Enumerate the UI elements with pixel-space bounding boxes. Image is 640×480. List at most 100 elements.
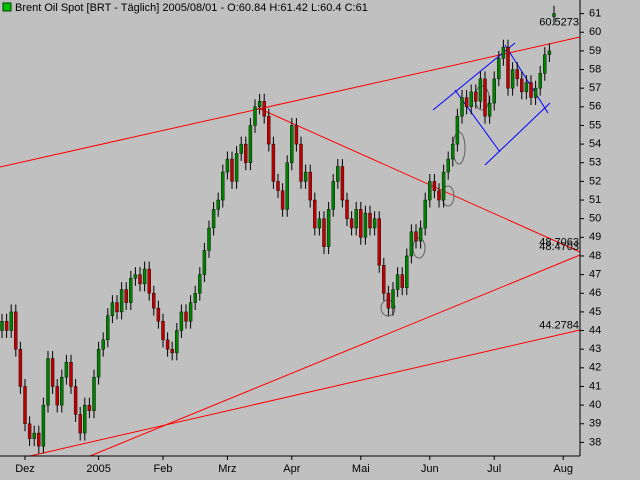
candle-body xyxy=(308,171,312,201)
candle-body xyxy=(432,181,437,191)
candle-body xyxy=(271,143,276,182)
candle-body xyxy=(50,358,55,387)
candle-body xyxy=(18,348,23,387)
candle-body xyxy=(147,268,151,294)
candle-body xyxy=(106,315,110,341)
y-tick-label: 50 xyxy=(589,213,601,225)
candle-body xyxy=(9,311,13,331)
candle-body xyxy=(142,268,147,285)
trendlines xyxy=(0,36,581,457)
candle-body xyxy=(221,171,225,201)
candle-body xyxy=(193,293,197,303)
candle-body xyxy=(533,87,538,98)
candle-body xyxy=(96,348,101,378)
candle-body xyxy=(474,91,478,102)
y-tick-label: 49 xyxy=(589,231,601,243)
x-tick-label: Feb xyxy=(154,463,173,475)
candle-body xyxy=(207,227,211,251)
candle-body xyxy=(409,231,414,257)
candle-body xyxy=(451,143,455,160)
candle-body xyxy=(27,423,32,439)
candle-body xyxy=(14,311,18,350)
candle-body xyxy=(464,97,469,108)
x-tick-label: Jun xyxy=(421,463,439,475)
candle-body xyxy=(354,209,358,229)
candle-body xyxy=(198,274,202,294)
candle-body xyxy=(345,199,349,219)
trendline xyxy=(29,329,581,457)
y-tick-label: 55 xyxy=(589,119,601,131)
annotation-label: 60.5273 xyxy=(539,16,579,28)
y-tick-label: 44 xyxy=(589,324,601,336)
candle-body xyxy=(377,218,381,266)
candle-body xyxy=(506,46,510,89)
candle-body xyxy=(441,171,446,201)
candle-body xyxy=(0,321,4,331)
candle-body xyxy=(460,97,464,117)
x-tick-label: Dez xyxy=(15,463,35,475)
candle-body xyxy=(290,125,294,163)
candle-body xyxy=(83,404,87,434)
candle-body xyxy=(446,158,450,173)
candle-body xyxy=(156,307,161,322)
candle-body xyxy=(248,125,253,163)
candle-body xyxy=(92,376,96,411)
candle-body xyxy=(188,302,193,322)
y-tick-label: 39 xyxy=(589,418,601,430)
x-tick-label: Apr xyxy=(283,463,300,475)
candle-body xyxy=(69,362,73,387)
candle-body xyxy=(276,181,280,191)
candle-body xyxy=(87,404,92,411)
y-tick-label: 58 xyxy=(589,63,601,75)
series-icon xyxy=(2,2,12,12)
candle-body xyxy=(115,302,119,313)
y-tick-label: 60 xyxy=(589,26,601,38)
candle-body xyxy=(267,115,271,145)
candle-body xyxy=(280,190,285,210)
candle-body xyxy=(400,274,404,288)
candle-body xyxy=(202,250,207,275)
annotation-label: 48.4703 xyxy=(539,241,579,253)
y-tick-label: 43 xyxy=(589,343,601,355)
candle-body xyxy=(225,158,230,173)
flag-line xyxy=(484,102,551,166)
flag-line xyxy=(432,42,516,111)
candle-body xyxy=(331,181,335,210)
candle-body xyxy=(428,181,432,201)
candle-body xyxy=(78,414,82,434)
y-tick-label: 53 xyxy=(589,157,601,169)
candle-body xyxy=(529,82,533,98)
candle-body xyxy=(418,227,423,242)
candle-body xyxy=(234,153,239,182)
trendline xyxy=(257,107,581,253)
y-tick-label: 61 xyxy=(589,8,601,20)
y-tick-label: 42 xyxy=(589,362,601,374)
candle-body xyxy=(515,69,519,80)
candle-body xyxy=(175,330,179,354)
candle-body xyxy=(55,386,59,406)
x-tick-label: Jul xyxy=(487,463,501,475)
candle-body xyxy=(349,218,354,229)
candle-body xyxy=(138,274,142,285)
annotation-label: 48.7063 xyxy=(539,237,579,249)
y-tick-label: 45 xyxy=(589,306,601,318)
y-tick-label: 59 xyxy=(589,45,601,57)
annotation-label: 44.2784 xyxy=(539,319,579,331)
y-tick-label: 47 xyxy=(589,269,601,281)
candle-body xyxy=(336,166,340,182)
candle-body xyxy=(547,50,552,55)
x-tick-label: 2005 xyxy=(86,463,110,475)
candle-body xyxy=(386,293,391,309)
candle-body xyxy=(363,212,368,238)
candle-body xyxy=(257,101,262,108)
candle-body xyxy=(303,171,308,182)
candle-body xyxy=(405,255,409,288)
candle-body xyxy=(253,106,257,126)
y-tick-label: 57 xyxy=(589,82,601,94)
candle-body xyxy=(524,82,529,93)
candle-body xyxy=(359,209,363,238)
trendline xyxy=(0,36,581,168)
candle-body xyxy=(32,432,36,439)
